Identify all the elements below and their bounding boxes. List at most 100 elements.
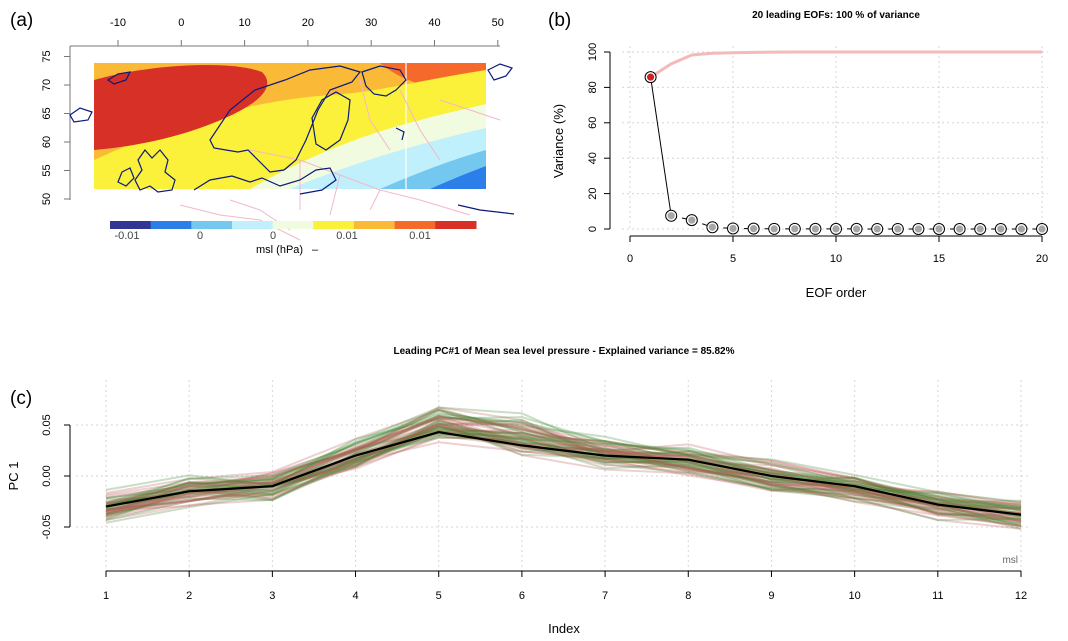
ensemble-member-line bbox=[105, 428, 1022, 522]
variance-point bbox=[688, 216, 696, 224]
variance-point bbox=[935, 225, 943, 233]
colorbar-tick-label: 0.01 bbox=[409, 230, 430, 242]
map-x-tick-label: -10 bbox=[110, 17, 126, 29]
variance-point bbox=[853, 225, 861, 233]
panel-c-y-tick-label: 0.05 bbox=[41, 414, 53, 435]
ensemble-member-line bbox=[105, 427, 1022, 527]
map-x-tick-label: 20 bbox=[302, 17, 314, 29]
colorbar-swatch bbox=[394, 221, 436, 229]
ensemble-member-line bbox=[105, 422, 1022, 527]
ensemble-member-line bbox=[105, 422, 1022, 518]
ensemble-member-line bbox=[105, 414, 1022, 523]
panel-b-axes: 0 5 10 15 20 0 20 40 60 80 100 bbox=[587, 43, 1048, 265]
cumulative-variance-line bbox=[649, 50, 1042, 79]
map-x-ticks: -10 0 10 20 30 40 50 bbox=[110, 17, 504, 46]
panel-b-grid bbox=[622, 46, 1048, 230]
colorbar-label: msl (hPa) bbox=[256, 244, 303, 256]
ensemble-member-line bbox=[105, 415, 1022, 525]
pc1-mean-line bbox=[105, 431, 1022, 516]
panel-b-y-tick-label: 100 bbox=[587, 43, 599, 61]
ensemble-member-line bbox=[105, 419, 1022, 509]
map-y-tick-label: 55 bbox=[41, 164, 53, 176]
ensemble-member-line bbox=[105, 435, 1022, 528]
panel-letter-b: (b) bbox=[548, 10, 571, 31]
panel-b-y-tick-label: 80 bbox=[587, 81, 599, 93]
ensemble-member-line bbox=[105, 406, 1022, 515]
colorbar-suffix: – bbox=[312, 244, 319, 256]
panel-b-x-tick-label: 20 bbox=[1036, 253, 1048, 265]
colorbar-swatch bbox=[435, 221, 477, 229]
map-x-tick-label: 50 bbox=[492, 17, 504, 29]
panel-c-x-tick-label: 4 bbox=[352, 590, 358, 602]
colorbar-tick-label: 0.01 bbox=[336, 230, 357, 242]
panel-b-variance: (b) 20 leading EOFs: 100 % of variance 0… bbox=[548, 10, 1048, 300]
panel-c-x-tick-label: 1 bbox=[103, 590, 109, 602]
panel-c-x-tick-label: 2 bbox=[186, 590, 192, 602]
panel-b-x-tick-label: 10 bbox=[830, 253, 842, 265]
panel-c-x-tick-label: 5 bbox=[436, 590, 442, 602]
ensemble-member-line bbox=[105, 415, 1022, 510]
map-y-tick-label: 65 bbox=[41, 107, 53, 119]
colorbar-swatch bbox=[110, 221, 152, 229]
panel-c-x-tick-label: 10 bbox=[849, 590, 861, 602]
map-x-tick-label: 30 bbox=[365, 17, 377, 29]
ensemble-member-line bbox=[105, 417, 1022, 506]
ensemble-member-line bbox=[105, 428, 1022, 523]
variance-point bbox=[750, 225, 758, 233]
msl-field bbox=[94, 63, 486, 189]
variance-point bbox=[708, 223, 717, 231]
variance-point bbox=[811, 225, 820, 233]
panel-b-y-tick-label: 0 bbox=[587, 226, 599, 232]
variance-point bbox=[997, 225, 1005, 233]
variance-point bbox=[667, 212, 675, 220]
ensemble-member-line bbox=[105, 409, 1022, 516]
colorbar-tick-label: -0.01 bbox=[114, 230, 139, 242]
panel-c-marks bbox=[105, 431, 1022, 516]
panel-c-x-tick-label: 11 bbox=[932, 590, 943, 602]
ensemble-member-line bbox=[105, 408, 1022, 505]
variance-point bbox=[647, 73, 655, 81]
ensemble-member-line bbox=[105, 441, 1022, 530]
ensemble-member-line bbox=[105, 434, 1022, 514]
panel-c-y-tick-label: -0.05 bbox=[41, 514, 53, 539]
variance-point bbox=[791, 225, 799, 233]
panel-b-xlabel: EOF order bbox=[806, 285, 867, 300]
ensemble-member-line bbox=[105, 429, 1022, 509]
panel-letter-a: (a) bbox=[10, 10, 33, 31]
ensemble-member-line bbox=[105, 406, 1022, 504]
variance-point bbox=[976, 225, 984, 233]
panel-a-map: (a) -10 0 10 20 30 40 50 50 55 60 65 70 75 bbox=[10, 10, 515, 256]
ensemble-member-line bbox=[105, 416, 1022, 511]
colorbar-swatch bbox=[150, 221, 192, 229]
panel-b-y-tick-label: 60 bbox=[587, 117, 599, 129]
panel-c-pc-series: (c) Leading PC#1 of Mean sea level press… bbox=[6, 346, 1031, 636]
colorbar-swatch bbox=[313, 221, 355, 229]
ensemble-member-line bbox=[105, 417, 1022, 508]
ensemble-member-line bbox=[105, 432, 1022, 516]
variance-point bbox=[1017, 225, 1025, 233]
ensemble-member-line bbox=[105, 426, 1022, 524]
panel-c-x-tick-label: 3 bbox=[269, 590, 275, 602]
panel-c-corner-label: msl bbox=[1002, 555, 1018, 566]
colorbar-tick-label: 0 bbox=[197, 230, 203, 242]
ensemble-member-line bbox=[105, 413, 1022, 518]
panel-b-y-tick-label: 40 bbox=[587, 152, 599, 164]
map-x-tick-label: 40 bbox=[428, 17, 440, 29]
panel-c-title: Leading PC#1 of Mean sea level pressure … bbox=[394, 346, 735, 357]
colorbar-ticks: -0.01 0 0 0.01 0.01 bbox=[114, 230, 430, 242]
colorbar-swatch bbox=[232, 221, 274, 229]
ensemble-member-line bbox=[105, 431, 1022, 512]
panel-b-marks bbox=[644, 50, 1048, 235]
variance-point bbox=[770, 225, 778, 233]
variance-point bbox=[914, 225, 923, 233]
ensemble-member-line bbox=[105, 430, 1022, 531]
coastline bbox=[69, 63, 515, 215]
panel-b-x-tick-label: 15 bbox=[933, 253, 945, 265]
panel-b-y-tick-label: 20 bbox=[587, 187, 599, 199]
ensemble-member-line bbox=[105, 416, 1022, 510]
colorbar-swatch bbox=[354, 221, 396, 229]
panel-letter-c: (c) bbox=[10, 388, 32, 409]
variance-point bbox=[956, 225, 964, 233]
variance-point bbox=[894, 225, 902, 233]
